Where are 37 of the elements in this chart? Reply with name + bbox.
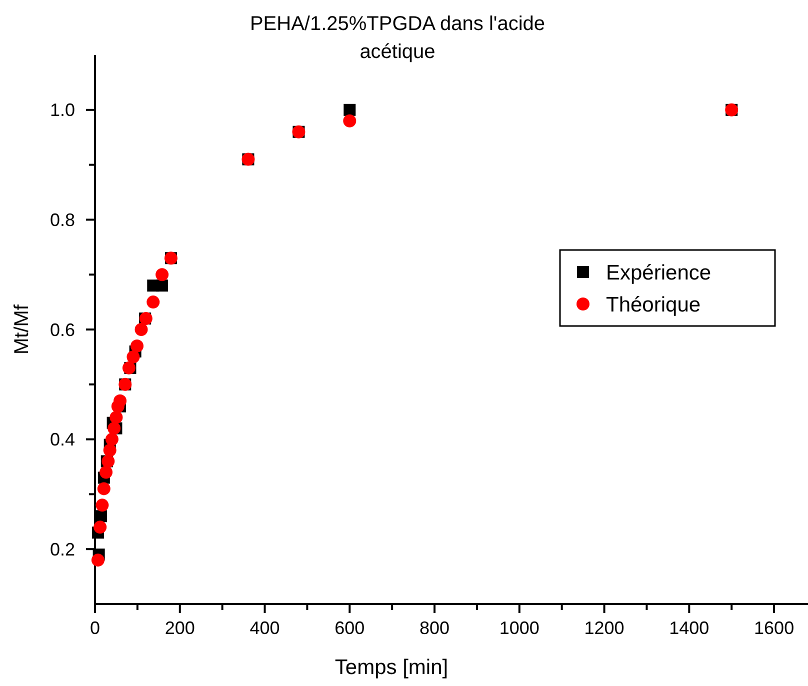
point — [343, 114, 356, 128]
point — [94, 520, 107, 534]
point — [91, 554, 104, 567]
x-tick-label: 400 — [250, 618, 280, 638]
point — [344, 104, 356, 116]
point — [110, 410, 123, 424]
point — [97, 482, 110, 496]
y-tick-label: 0.6 — [50, 320, 75, 340]
chart-title: PEHA/1.25%TPGDA dans l'acide acétique — [250, 13, 546, 63]
legend-label: Théorique — [606, 293, 701, 316]
y-tick-label: 0.2 — [50, 539, 75, 560]
point — [105, 432, 118, 446]
point — [96, 498, 109, 512]
point — [156, 268, 169, 282]
point — [103, 444, 116, 457]
point — [130, 339, 144, 352]
x-tick-label: 800 — [420, 618, 450, 638]
x-tick-label: 600 — [334, 618, 365, 638]
x-tick-label: 1600 — [754, 618, 794, 638]
point — [114, 394, 127, 408]
y-tick-label: 1.0 — [50, 100, 75, 120]
point — [100, 466, 113, 479]
y-tick-label: 0.4 — [50, 430, 75, 450]
point — [134, 323, 148, 336]
x-tick-label: 200 — [164, 618, 195, 638]
point — [126, 350, 140, 364]
x-axis-title: Temps [min] — [334, 656, 448, 679]
x-tick-label: 1200 — [584, 618, 624, 638]
legend-label: Expérience — [606, 261, 712, 284]
x-tick-label: 1000 — [499, 618, 540, 638]
point — [146, 296, 160, 309]
x-tick-label: 1400 — [669, 618, 710, 638]
point — [156, 280, 168, 292]
x-tick-label: 0 — [90, 618, 100, 638]
y-tick-label: 0.8 — [50, 210, 75, 230]
point — [108, 422, 121, 435]
y-axis-title: Mt/Mf — [11, 304, 33, 354]
